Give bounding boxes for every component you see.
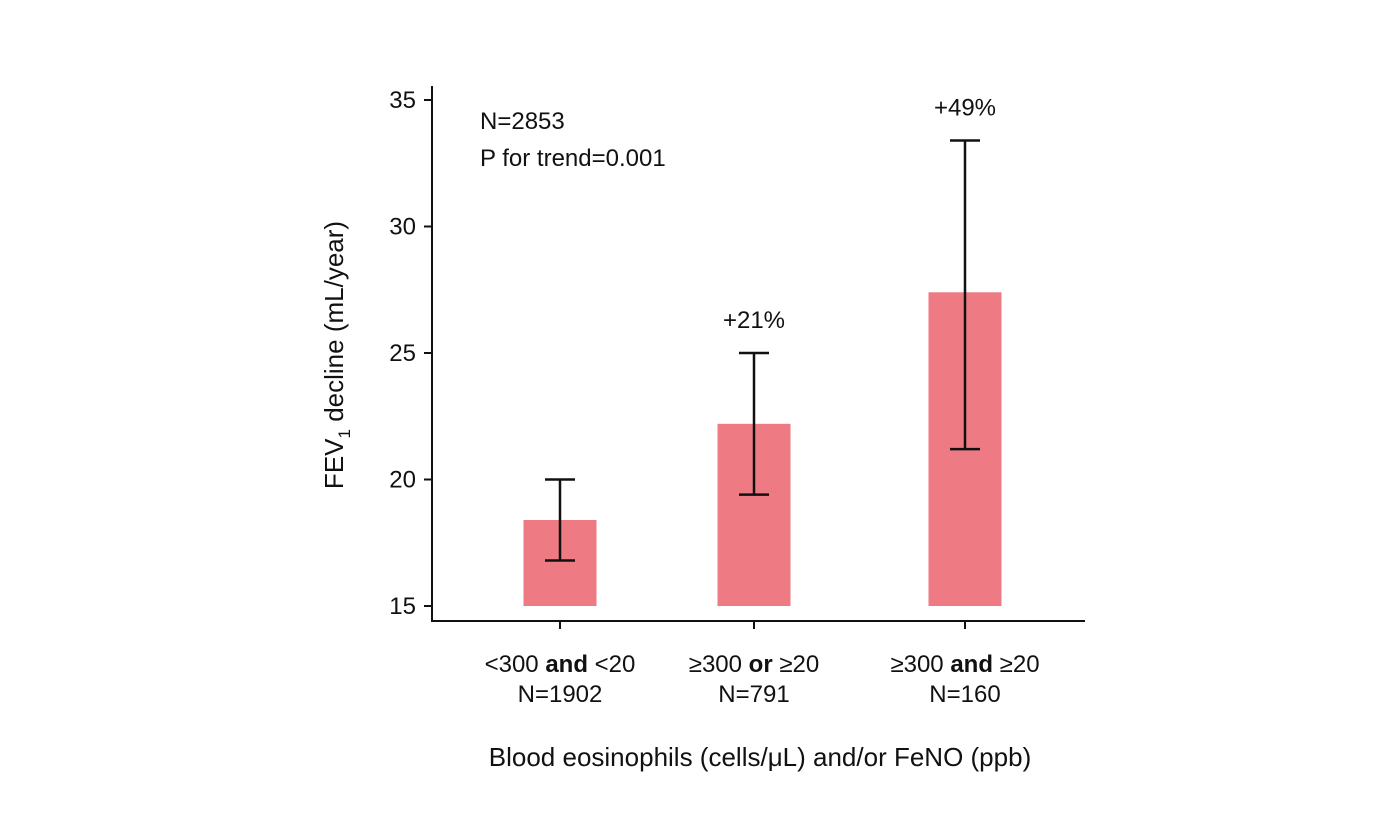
y-axis-title-suffix: decline (mL/year) [319, 221, 349, 429]
y-axis-title: FEV1 decline (mL/year) [319, 221, 354, 489]
x-tick-label-part: ≥20 [773, 651, 820, 678]
x-tick-label-part: <300 [485, 651, 546, 678]
y-tick-label: 20 [389, 467, 416, 494]
y-ticks: 15 20 25 30 35 [389, 87, 432, 620]
x-tick-label-bold: or [749, 651, 773, 678]
y-tick-label: 15 [389, 593, 416, 620]
x-tick-label-part: ≥300 [689, 651, 749, 678]
plot-area: +21% +49% [523, 94, 1002, 606]
y-tick-label: 30 [389, 214, 416, 241]
y-tick-label: 35 [389, 87, 416, 114]
annotation-n-total: N=2853 [480, 108, 565, 135]
x-tick-label: <300 and <20 [485, 651, 636, 678]
y-axis-title-subscript: 1 [335, 429, 354, 438]
error-bar [739, 351, 769, 496]
x-tick-label-part: <20 [588, 651, 635, 678]
x-tick-n-label: N=160 [929, 681, 1000, 708]
x-tick-label-bold: and [545, 651, 588, 678]
x-tick-label-part: ≥20 [993, 651, 1040, 678]
annotation-p-trend: P for trend=0.001 [480, 145, 666, 172]
x-tick-label: ≥300 or ≥20 [689, 651, 819, 678]
x-ticks: <300 and <20 N=1902 ≥300 or ≥20 N=791 ≥300 a… [485, 621, 1040, 708]
y-tick-label: 25 [389, 340, 416, 367]
error-bar [545, 478, 575, 562]
x-tick-label-bold: and [950, 651, 993, 678]
x-tick-n-label: N=1902 [518, 681, 603, 708]
x-axis-title: Blood eosinophils (cells/μL) and/or FeNO… [489, 742, 1031, 772]
x-tick-label: ≥300 and ≥20 [890, 651, 1039, 678]
bar-data-label: +49% [934, 94, 996, 121]
y-axis-title-prefix: FEV [319, 438, 349, 489]
x-tick-label-part: ≥300 [890, 651, 950, 678]
x-tick-n-label: N=791 [718, 681, 789, 708]
bar-data-label: +21% [723, 307, 785, 334]
error-bar [950, 139, 980, 451]
